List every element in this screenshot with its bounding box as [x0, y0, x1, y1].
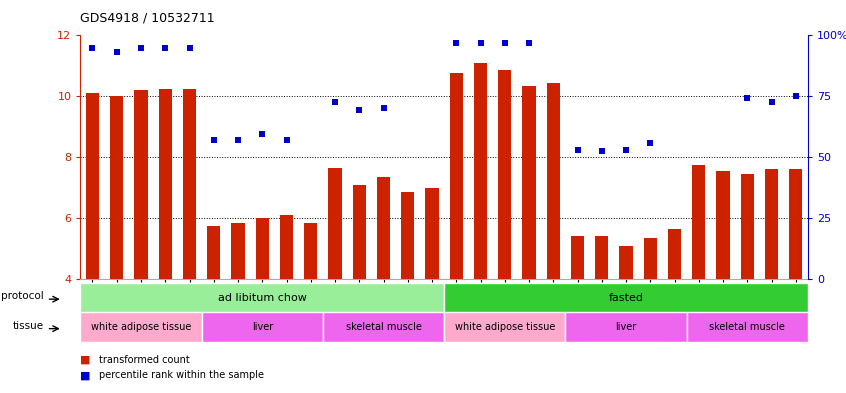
Bar — [135, 90, 148, 279]
Bar — [644, 238, 657, 279]
Bar — [740, 174, 754, 279]
Bar — [789, 169, 803, 279]
Text: white adipose tissue: white adipose tissue — [91, 322, 191, 332]
Bar — [571, 236, 585, 279]
Point — [644, 140, 657, 147]
Text: skeletal muscle: skeletal muscle — [345, 322, 421, 332]
Bar — [687, 312, 808, 342]
Bar — [426, 187, 439, 279]
Bar — [565, 312, 687, 342]
Bar — [255, 218, 269, 279]
Point — [280, 137, 294, 143]
Bar — [280, 215, 294, 279]
Point — [474, 40, 487, 46]
Point — [231, 137, 244, 143]
Point — [619, 147, 633, 153]
Bar — [328, 168, 342, 279]
Point — [571, 147, 585, 153]
Text: ■: ■ — [80, 354, 95, 365]
Point — [522, 40, 536, 46]
Bar — [444, 283, 808, 312]
Bar — [401, 192, 415, 279]
Point — [85, 44, 99, 51]
Bar — [667, 229, 681, 279]
Bar — [183, 89, 196, 279]
Point — [255, 131, 269, 138]
Text: protocol: protocol — [2, 291, 44, 301]
Bar — [692, 165, 706, 279]
Text: percentile rank within the sample: percentile rank within the sample — [99, 370, 264, 380]
Point — [353, 107, 366, 113]
Bar — [474, 63, 487, 279]
Bar — [449, 73, 463, 279]
Point — [207, 137, 221, 143]
Point — [110, 49, 124, 55]
Bar — [110, 96, 124, 279]
Point — [328, 99, 342, 105]
Point — [595, 148, 608, 154]
Point — [765, 99, 778, 105]
Text: tissue: tissue — [13, 321, 44, 331]
Point — [789, 93, 803, 99]
Bar — [323, 312, 444, 342]
Point — [158, 44, 172, 51]
Bar — [717, 171, 730, 279]
Bar — [595, 236, 608, 279]
Point — [449, 40, 463, 46]
Bar — [207, 226, 221, 279]
Bar — [304, 223, 317, 279]
Text: white adipose tissue: white adipose tissue — [454, 322, 555, 332]
Text: liver: liver — [615, 322, 637, 332]
Text: GDS4918 / 10532711: GDS4918 / 10532711 — [80, 12, 215, 25]
Bar — [231, 223, 244, 279]
Bar — [498, 70, 512, 279]
Bar — [80, 283, 444, 312]
Text: fasted: fasted — [608, 293, 644, 303]
Bar — [80, 312, 201, 342]
Bar — [444, 312, 565, 342]
Bar — [353, 185, 366, 279]
Text: ad libitum chow: ad libitum chow — [217, 293, 307, 303]
Bar — [376, 177, 390, 279]
Bar — [765, 169, 778, 279]
Point — [135, 44, 148, 51]
Point — [376, 105, 390, 112]
Bar — [201, 312, 323, 342]
Point — [183, 44, 196, 51]
Bar — [522, 86, 536, 279]
Bar — [158, 89, 172, 279]
Bar — [547, 83, 560, 279]
Point — [740, 95, 754, 101]
Text: transformed count: transformed count — [99, 354, 190, 365]
Bar — [85, 93, 99, 279]
Bar — [619, 246, 633, 279]
Text: ■: ■ — [80, 370, 95, 380]
Text: liver: liver — [251, 322, 273, 332]
Text: skeletal muscle: skeletal muscle — [709, 322, 785, 332]
Point — [498, 40, 512, 46]
